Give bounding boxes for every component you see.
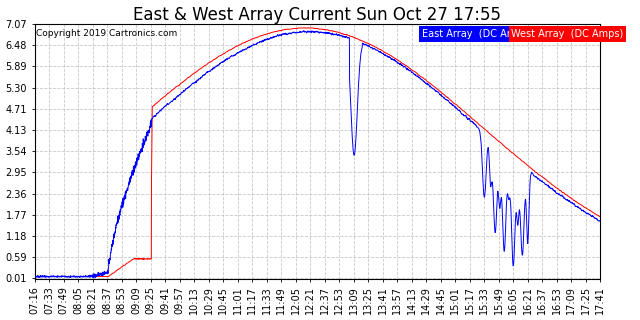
Text: East Array  (DC Amps): East Array (DC Amps) [422,29,531,39]
Text: Copyright 2019 Cartronics.com: Copyright 2019 Cartronics.com [36,29,177,38]
Text: West Array  (DC Amps): West Array (DC Amps) [511,29,623,39]
Title: East & West Array Current Sun Oct 27 17:55: East & West Array Current Sun Oct 27 17:… [134,5,502,24]
